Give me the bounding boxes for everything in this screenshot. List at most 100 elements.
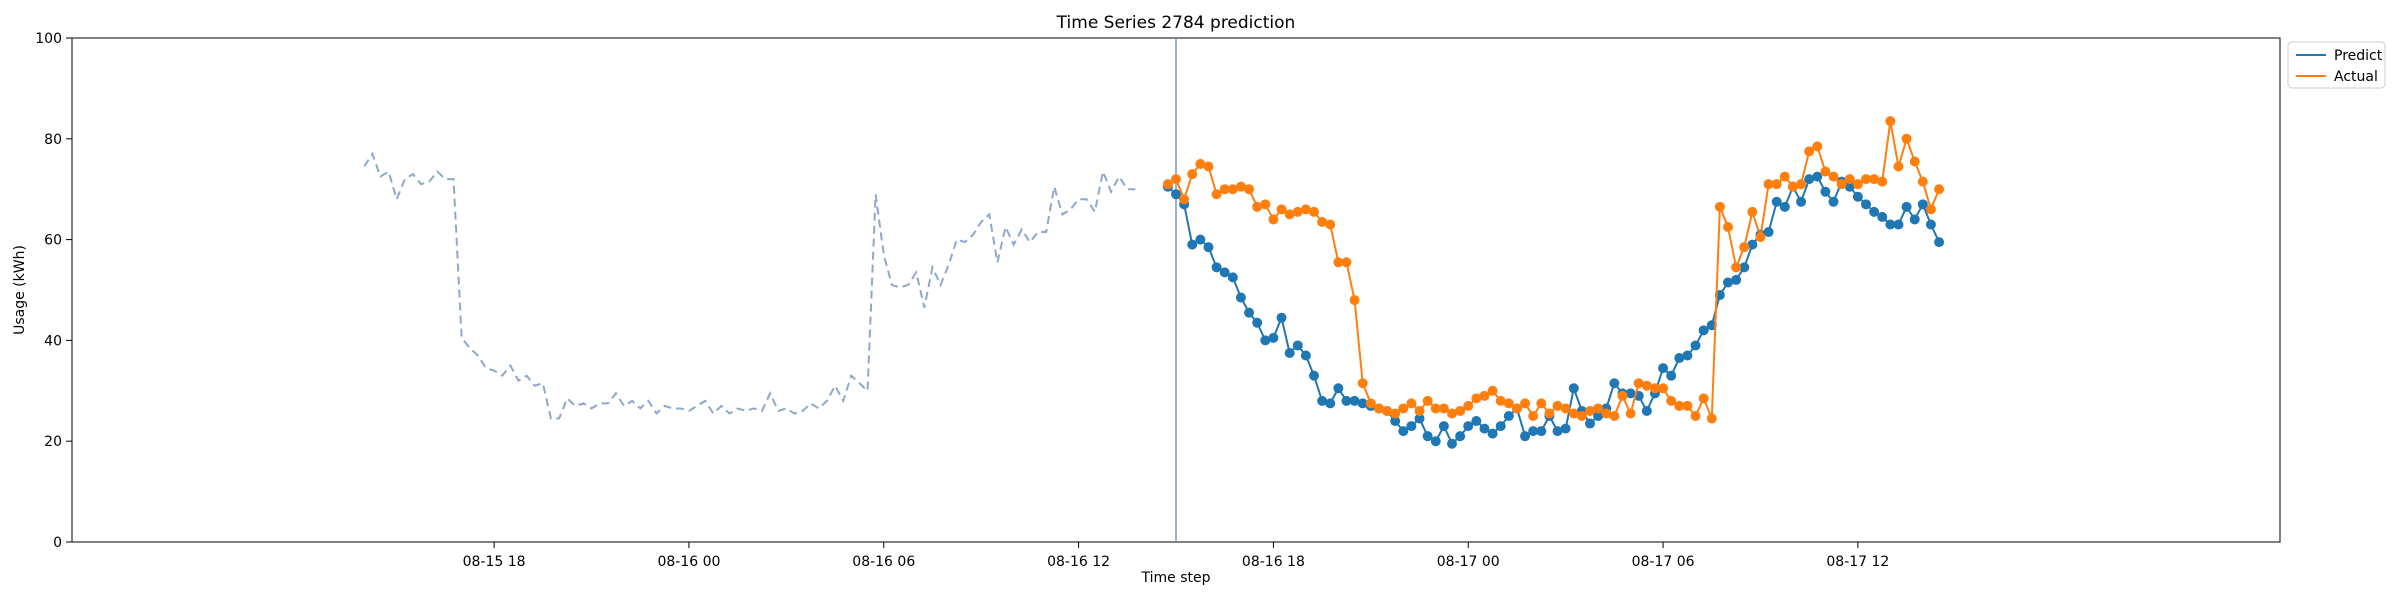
y-tick-label: 100 (35, 31, 62, 47)
actual-point (1219, 184, 1230, 195)
actual-point (1714, 201, 1725, 212)
predict-point (1227, 272, 1238, 283)
actual-point (1430, 403, 1441, 414)
actual-point (1357, 378, 1368, 389)
actual-point (1487, 385, 1498, 396)
predict-point (1568, 383, 1579, 394)
actual-point (1260, 199, 1271, 210)
actual-point (1284, 209, 1295, 220)
actual-point (1365, 398, 1376, 409)
actual-point (1625, 408, 1636, 419)
predict-point (1779, 201, 1790, 212)
actual-point (1447, 408, 1457, 419)
actual-point (1877, 176, 1888, 187)
actual-point (1796, 179, 1807, 190)
actual-point (1901, 133, 1912, 144)
predict-point (1203, 242, 1214, 253)
predict-point (1300, 350, 1311, 361)
actual-point (1698, 393, 1709, 404)
predict-point (1438, 421, 1449, 432)
actual-point (1658, 383, 1669, 394)
actual-point (1179, 194, 1190, 205)
predict-point (1698, 325, 1709, 336)
actual-point (1203, 161, 1214, 172)
actual-point (1812, 141, 1823, 152)
x-tick-label: 08-17 06 (1632, 554, 1695, 570)
x-tick-label: 08-17 00 (1437, 554, 1500, 570)
actual-point (1325, 219, 1336, 230)
actual-point (1560, 403, 1571, 414)
predict-point (1284, 348, 1295, 358)
predict-point (1430, 436, 1441, 447)
predict-point (1195, 234, 1206, 245)
actual-point (1244, 184, 1255, 195)
predict-point (1325, 398, 1336, 409)
actual-point (1171, 174, 1181, 185)
predict-point (1219, 267, 1230, 278)
predict-point (1796, 196, 1807, 207)
predict-point (1187, 239, 1198, 250)
predict-point (1276, 312, 1287, 323)
plot-area (71, 37, 2281, 543)
actual-point (1779, 171, 1790, 182)
predict-point (1609, 378, 1620, 389)
predict-point (1520, 431, 1531, 442)
actual-line (1167, 120, 1940, 419)
actual-point (1463, 400, 1474, 411)
actual-point (1187, 169, 1198, 180)
predict-point (1901, 201, 1912, 212)
predict-point (1869, 206, 1880, 217)
predict-point (1893, 219, 1904, 230)
x-tick-label: 08-16 00 (657, 554, 720, 570)
history-line (363, 151, 1136, 420)
actual-point (1666, 395, 1677, 406)
actual-point (1747, 206, 1758, 217)
predict-point (1479, 423, 1490, 434)
actual-point (1390, 408, 1401, 419)
predict-point (1690, 340, 1701, 351)
actual-point (1520, 398, 1531, 409)
actual-point (1333, 257, 1344, 268)
predict-point (1747, 239, 1758, 250)
y-axis: 0 20 40 60 80 100 (35, 31, 72, 551)
actual-point (1300, 204, 1311, 215)
actual-point (1511, 403, 1522, 414)
actual-point (1349, 295, 1360, 306)
actual-point (1934, 184, 1945, 195)
actual-point (1706, 413, 1717, 424)
chart-title: Time Series 2784 prediction (1056, 13, 1296, 33)
actual-point (1739, 242, 1750, 253)
predict-point (1885, 219, 1896, 230)
actual-point (1885, 116, 1896, 127)
actual-point (1617, 390, 1628, 401)
predict-point (1828, 196, 1839, 207)
actual-point (1382, 405, 1393, 416)
x-tick-label: 08-15 18 (463, 554, 526, 570)
actual-point (1568, 408, 1579, 419)
actual-point (1471, 393, 1482, 404)
predict-point (1406, 421, 1417, 432)
actual-point (1909, 156, 1920, 167)
actual-point (1601, 408, 1612, 419)
actual-point (1268, 214, 1279, 225)
actual-point (1861, 174, 1871, 185)
actual-point (1633, 378, 1644, 389)
actual-point (1536, 398, 1547, 409)
x-tick-label: 08-16 06 (852, 554, 915, 570)
legend: Predict Actual (2287, 41, 2386, 89)
predict-point (1487, 428, 1498, 439)
predict-point (1731, 274, 1742, 285)
actual-point (1276, 204, 1287, 215)
predict-point (1917, 199, 1928, 210)
predict-point (1171, 189, 1181, 200)
predict-point (1666, 370, 1677, 381)
actual-point (1731, 262, 1742, 273)
predict-point (1552, 426, 1563, 437)
predict-point (1235, 292, 1246, 303)
predict-point (1641, 405, 1652, 416)
predict-point (1447, 438, 1457, 449)
actual-point (1593, 403, 1604, 414)
actual-point (1317, 216, 1328, 227)
actual-point (1804, 146, 1815, 157)
